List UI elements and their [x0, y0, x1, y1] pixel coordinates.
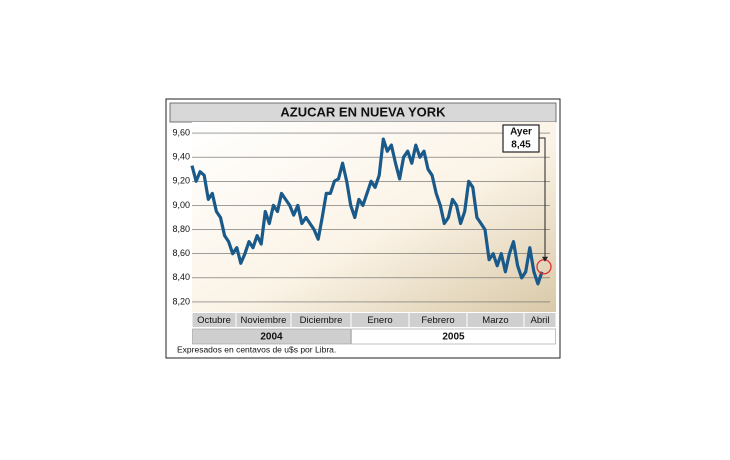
x-tick-label: Abril	[530, 315, 549, 326]
chart-title: AZUCAR EN NUEVA YORK	[280, 104, 446, 119]
y-tick-label: 8,80	[172, 224, 190, 234]
x-tick-label: Diciembre	[300, 315, 343, 326]
x-tick-label: Enero	[367, 315, 392, 326]
year-label: 2004	[260, 332, 283, 343]
month-band	[236, 313, 291, 327]
y-tick-label: 9,40	[172, 152, 190, 162]
plot-background	[192, 122, 556, 312]
y-tick-label: 9,60	[172, 127, 190, 137]
year-label: 2005	[442, 332, 465, 343]
y-tick-label: 8,20	[172, 296, 190, 306]
month-band	[524, 313, 556, 327]
x-tick-label: Noviembre	[241, 315, 287, 326]
year-band	[351, 328, 556, 345]
note: Expresados en centavos de u$s por Libra.	[177, 344, 336, 354]
month-band	[291, 313, 351, 327]
y-tick-label: 8,60	[172, 248, 190, 258]
y-tick-label: 9,00	[172, 200, 190, 210]
month-band	[409, 313, 467, 327]
x-tick-label: Marzo	[482, 315, 508, 326]
month-band	[467, 313, 524, 327]
y-tick-label: 8,40	[172, 272, 190, 282]
arrow-head	[542, 256, 548, 262]
x-tick-label: Octubre	[197, 315, 231, 326]
annotation-arrow	[539, 137, 546, 257]
annotation-label: 8,45	[511, 140, 531, 151]
series-line	[190, 137, 544, 286]
y-tick-label: 9,20	[172, 176, 190, 186]
month-band	[192, 313, 236, 327]
month-band	[351, 313, 409, 327]
year-band	[192, 328, 351, 345]
x-tick-label: Febrero	[421, 315, 454, 326]
annotation-title: Ayer	[510, 127, 532, 138]
